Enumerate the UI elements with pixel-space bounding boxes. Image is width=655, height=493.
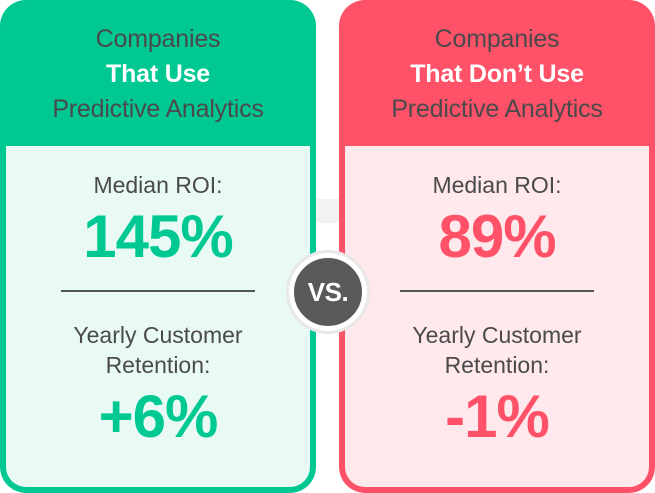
- retention-label: Yearly Customer Retention:: [345, 320, 649, 380]
- retention-label-line2: Retention:: [444, 352, 550, 378]
- divider: [61, 290, 255, 292]
- roi-value: 89%: [438, 203, 556, 270]
- card-header: Companies That Use Predictive Analytics: [0, 0, 316, 146]
- retention-label-line2: Retention:: [105, 352, 211, 378]
- roi-label: Median ROI:: [93, 172, 223, 198]
- card-body: Median ROI: 145% Yearly Customer Retenti…: [0, 146, 316, 493]
- card-uses-predictive-analytics: Companies That Use Predictive Analytics …: [0, 0, 316, 493]
- divider: [400, 290, 594, 292]
- retention-label: Yearly Customer Retention:: [6, 320, 310, 380]
- retention-label-line1: Yearly Customer: [412, 322, 582, 348]
- card-title-line2: That Don’t Use: [410, 60, 584, 88]
- roi-value: 145%: [83, 203, 233, 270]
- card-title-line1: Companies: [95, 25, 221, 53]
- card-title-line3: Predictive Analytics: [391, 95, 603, 123]
- retention-value: +6%: [98, 383, 219, 450]
- card-body: Median ROI: 89% Yearly Customer Retentio…: [339, 146, 655, 493]
- card-does-not-use-predictive-analytics: Companies That Don’t Use Predictive Anal…: [339, 0, 655, 493]
- retention-value: -1%: [445, 383, 550, 450]
- card-title-line1: Companies: [434, 25, 560, 53]
- card-title-line2: That Use: [106, 60, 210, 88]
- roi-label: Median ROI:: [432, 172, 562, 198]
- retention-label-line1: Yearly Customer: [73, 322, 243, 348]
- card-title-line3: Predictive Analytics: [52, 95, 264, 123]
- card-header: Companies That Don’t Use Predictive Anal…: [339, 0, 655, 146]
- vs-badge: VS.: [289, 253, 367, 331]
